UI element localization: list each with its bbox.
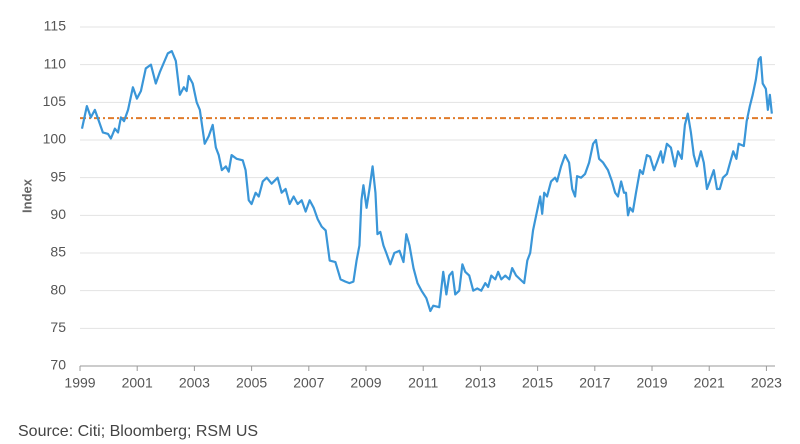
y-tick-label: 75 (50, 319, 66, 335)
x-tick-label: 2021 (694, 375, 725, 391)
x-tick-label: 2001 (122, 375, 153, 391)
x-tick-label: 2015 (522, 375, 553, 391)
source-note: Source: Citi; Bloomberg; RSM US (18, 423, 258, 440)
x-tick-label: 2019 (636, 375, 667, 391)
x-tick-label: 2007 (293, 375, 324, 391)
x-tick-label: 2023 (751, 375, 782, 391)
data-line (80, 50, 773, 313)
x-tick-label: 2011 (408, 375, 438, 391)
y-tick-label: 90 (50, 206, 66, 222)
y-axis-label: Index (19, 178, 34, 213)
x-tick-label: 2003 (179, 375, 210, 391)
y-tick-label: 70 (50, 357, 66, 373)
x-tick-label: 2009 (350, 375, 381, 391)
x-tick-label: 2005 (236, 375, 267, 391)
x-tick-label: 2013 (465, 375, 496, 391)
y-tick-label: 100 (43, 131, 67, 147)
y-tick-label: 95 (50, 168, 66, 184)
y-tick-label: 85 (50, 244, 66, 260)
x-tick-label: 1999 (64, 375, 95, 391)
y-tick-label: 105 (43, 93, 67, 109)
y-tick-label: 110 (44, 55, 67, 71)
x-tick-label: 2017 (579, 375, 610, 391)
y-tick-label: 115 (44, 18, 67, 34)
y-tick-label: 80 (50, 281, 66, 297)
